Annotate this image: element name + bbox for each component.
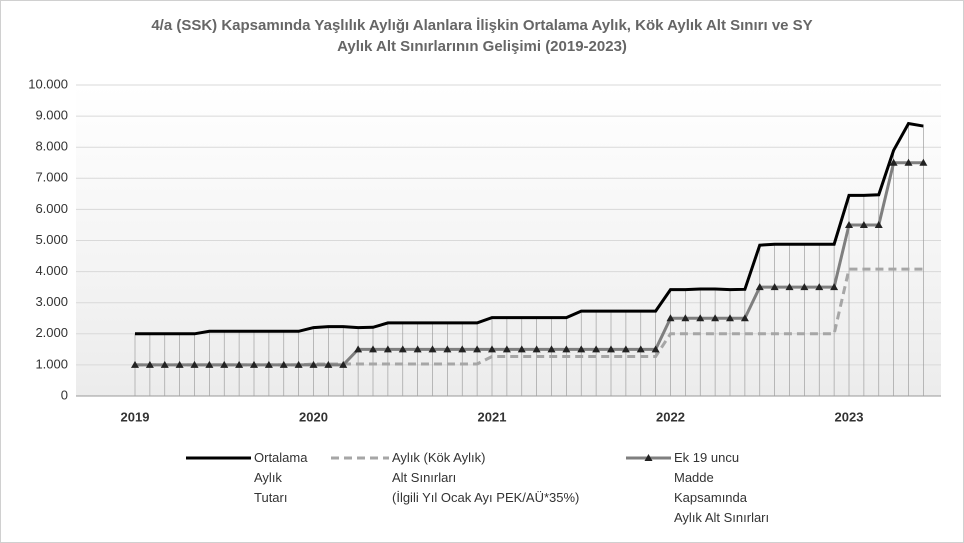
marker <box>250 360 258 368</box>
marker <box>354 345 363 353</box>
marker <box>443 345 452 353</box>
marker <box>577 345 586 353</box>
marker <box>160 360 169 368</box>
y-tick-label: 1.000 <box>35 356 68 371</box>
marker <box>845 220 853 228</box>
marker <box>279 360 288 368</box>
marker <box>473 345 482 353</box>
y-tick-label: 2.000 <box>35 325 68 340</box>
marker <box>711 314 720 322</box>
y-tick-label: 3.000 <box>35 294 68 309</box>
marker <box>889 158 898 166</box>
legend-label: Ek 19 uncu Madde Kapsamında Aylık Alt Sı… <box>674 450 770 525</box>
marker <box>770 283 779 291</box>
marker <box>874 220 883 228</box>
marker <box>175 360 184 368</box>
marker <box>205 360 214 368</box>
marker <box>309 360 318 368</box>
marker <box>830 283 839 291</box>
marker <box>398 345 407 353</box>
marker <box>190 360 199 368</box>
marker <box>517 345 526 353</box>
marker <box>413 345 422 353</box>
y-tick-label: 4.000 <box>35 263 68 278</box>
marker <box>235 360 244 368</box>
marker <box>904 158 913 166</box>
legend-marker <box>644 454 653 461</box>
marker <box>621 345 630 353</box>
marker <box>785 283 794 291</box>
marker <box>458 345 467 353</box>
marker <box>740 314 749 322</box>
marker <box>607 345 615 353</box>
series-line <box>135 121 924 336</box>
y-tick-label: 7.000 <box>35 170 68 185</box>
x-tick-label: 2019 <box>121 409 150 424</box>
y-tick-label: 10.000 <box>28 76 68 91</box>
marker <box>547 345 556 353</box>
marker <box>383 345 392 353</box>
x-tick-label: 2023 <box>835 409 864 424</box>
marker <box>681 314 690 322</box>
marker <box>636 345 645 353</box>
marker <box>264 360 273 368</box>
marker <box>726 314 734 322</box>
marker <box>755 283 764 291</box>
marker <box>859 220 868 228</box>
series-line <box>135 161 924 367</box>
marker <box>532 345 541 353</box>
marker <box>502 345 511 353</box>
y-tick-label: 8.000 <box>35 139 68 154</box>
y-tick-label: 5.000 <box>35 232 68 247</box>
marker <box>369 345 377 353</box>
marker <box>220 360 229 368</box>
marker <box>592 345 601 353</box>
marker <box>324 360 333 368</box>
y-tick-label: 0 <box>61 387 68 402</box>
legend-label: Ortalama Aylık Tutarı <box>254 450 308 505</box>
marker <box>562 345 571 353</box>
marker <box>919 158 928 166</box>
marker <box>666 314 675 322</box>
marker <box>294 360 303 368</box>
marker <box>428 345 437 353</box>
y-tick-label: 9.000 <box>35 108 68 123</box>
marker <box>696 314 705 322</box>
marker <box>131 360 139 368</box>
x-tick-label: 2021 <box>478 409 507 424</box>
x-tick-label: 2020 <box>299 409 328 424</box>
legend-label: Aylık (Kök Aylık) Alt Sınırları (İlgili … <box>392 450 580 505</box>
marker <box>651 345 660 353</box>
y-tick-label: 6.000 <box>35 201 68 216</box>
marker <box>339 360 348 368</box>
marker <box>145 360 154 368</box>
x-tick-label: 2022 <box>656 409 685 424</box>
chart-title: 4/a (SSK) Kapsamında Yaşlılık Aylığı Ala… <box>151 17 813 55</box>
marker <box>488 345 496 353</box>
marker <box>800 283 809 291</box>
marker <box>815 283 824 291</box>
